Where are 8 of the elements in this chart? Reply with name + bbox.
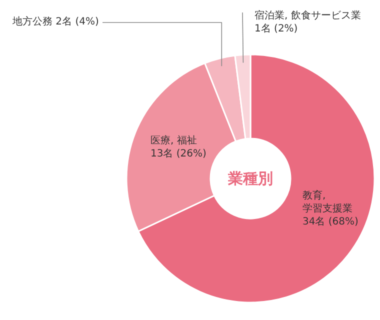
slice-label: 地方公務 2名 (4%) (12, 16, 99, 28)
slice-label: 医療, 福祉 (150, 134, 197, 146)
data-label: 34名 (68%) (302, 216, 359, 228)
slice-label: 宿泊業, 飲食サービス業 (254, 10, 361, 22)
data-label: 13名 (26%) (150, 148, 207, 160)
text: 業種別 (227, 170, 273, 188)
slice-label: 教育, 学習支援業 (302, 190, 352, 214)
data-label: 1名 (2%) (254, 22, 298, 34)
